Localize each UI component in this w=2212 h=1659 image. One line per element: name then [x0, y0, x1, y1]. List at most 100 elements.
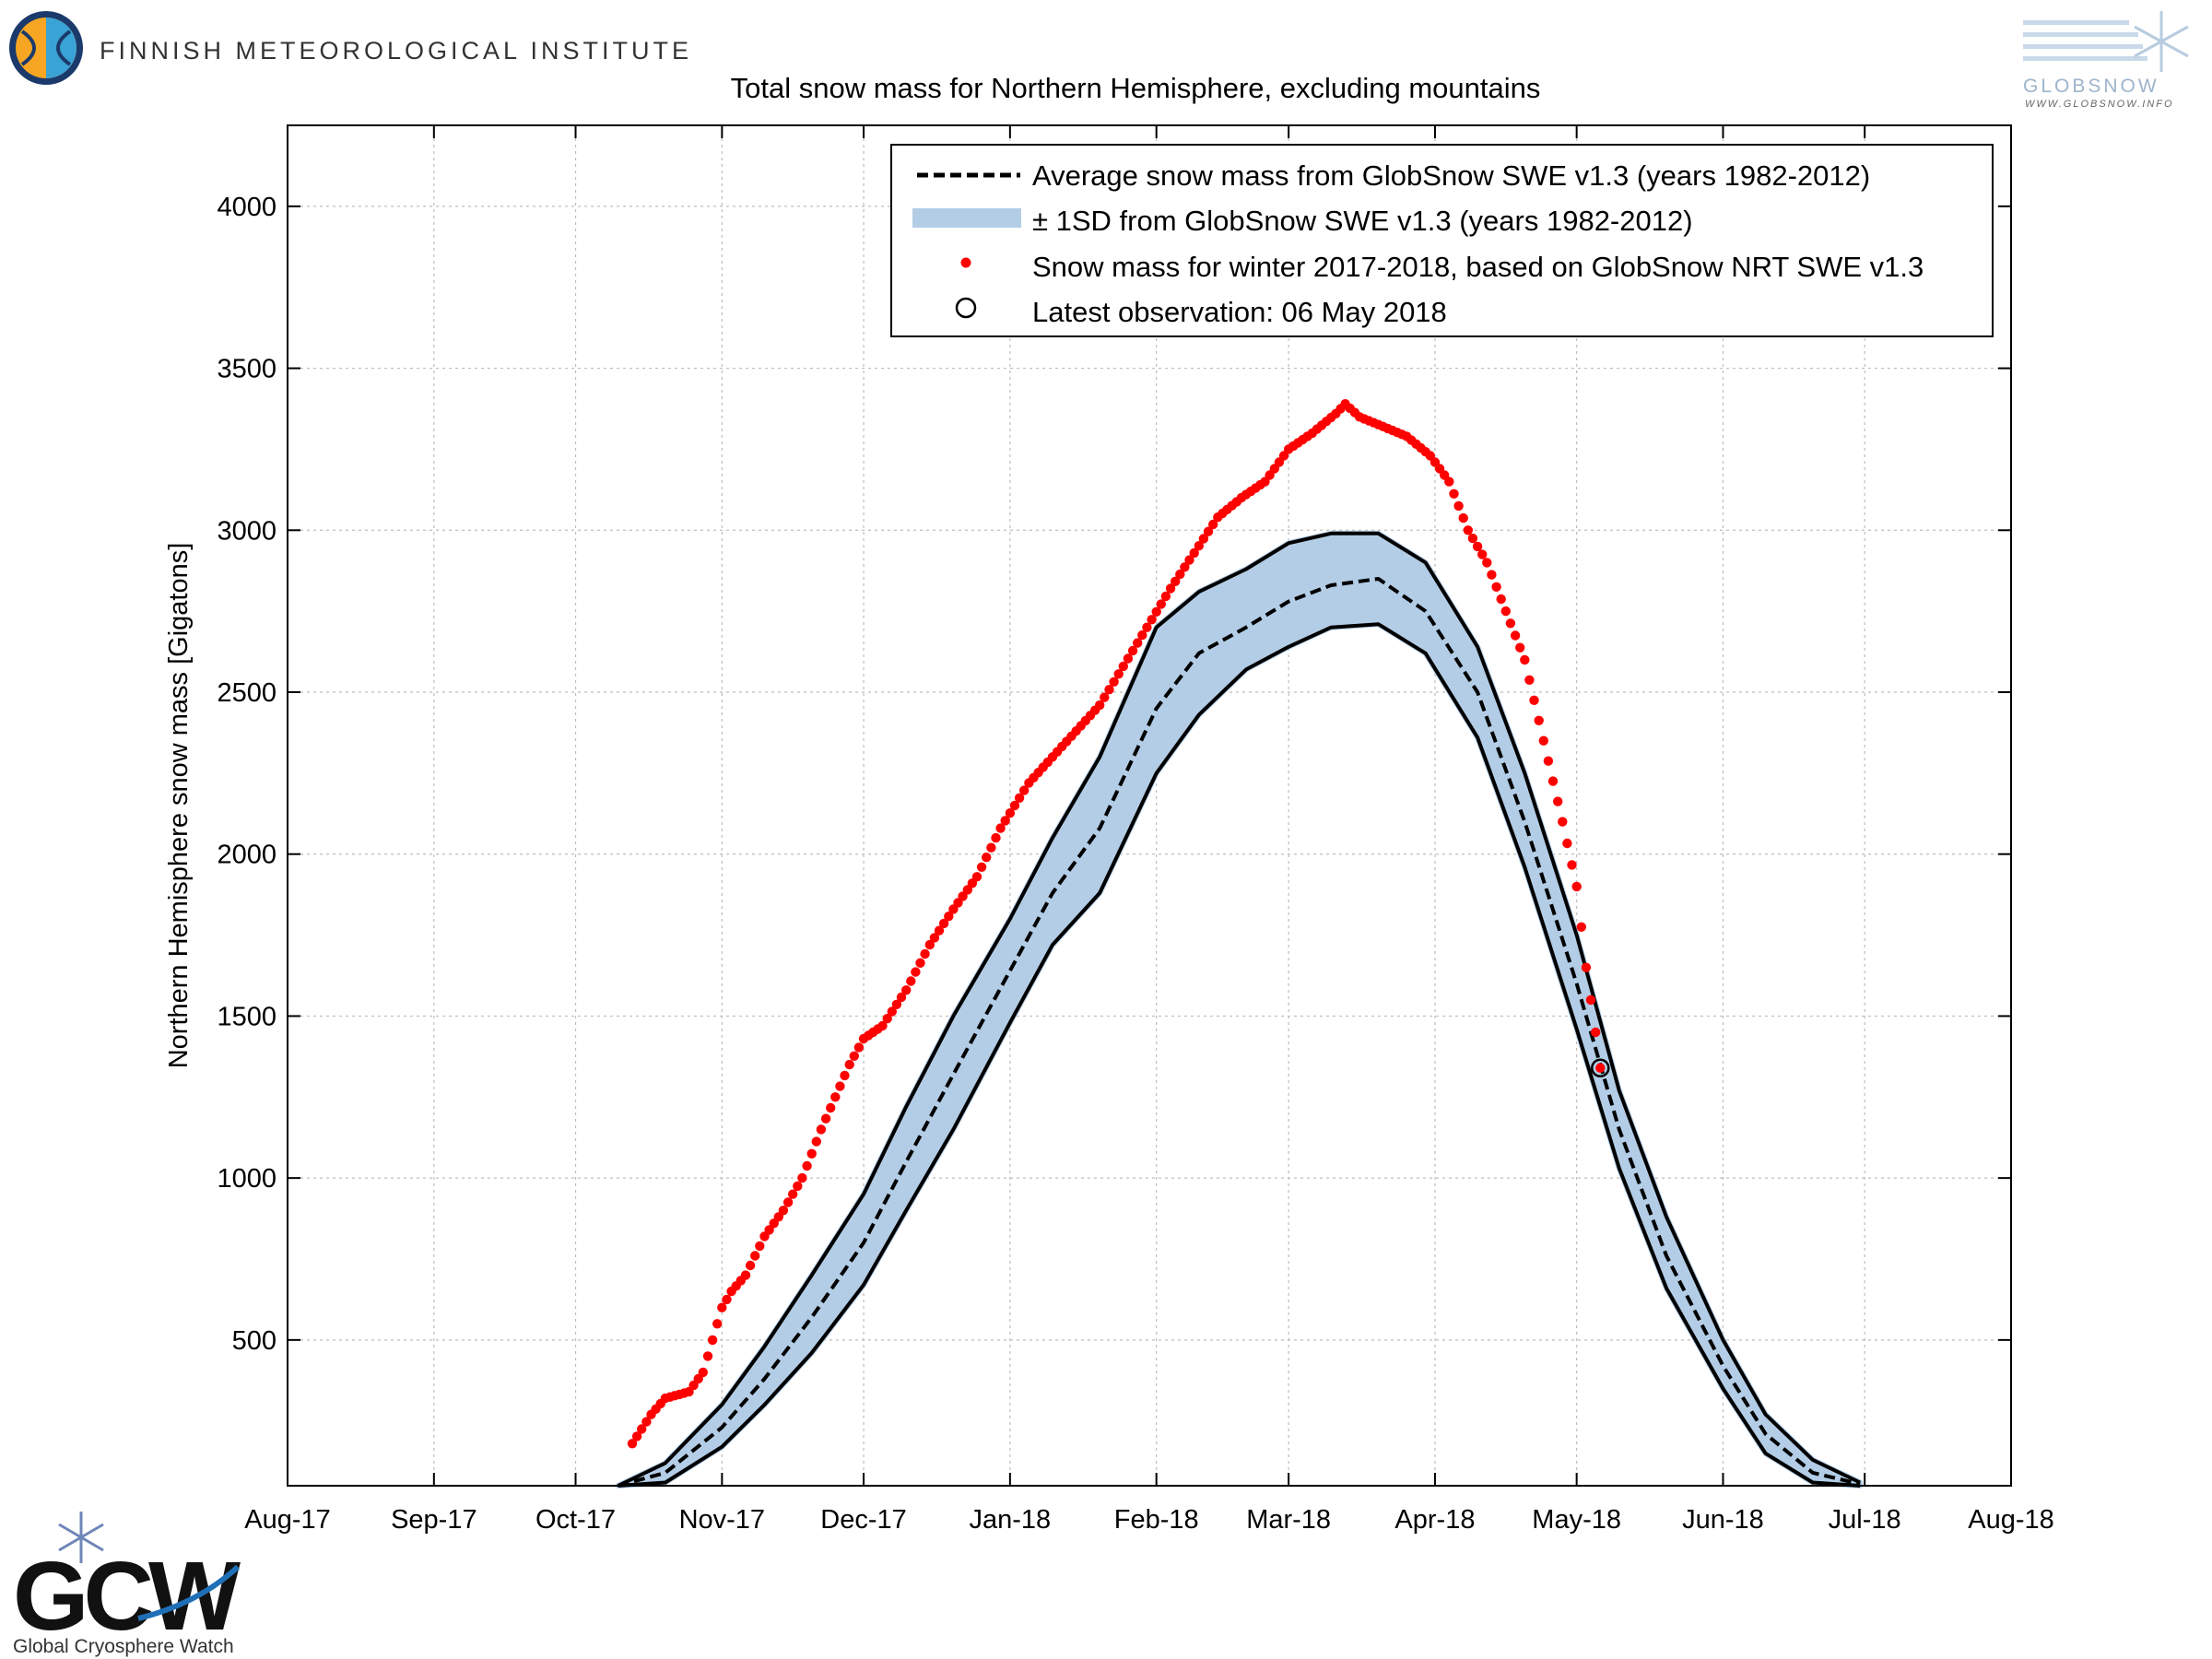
observed-point [1009, 800, 1020, 811]
observed-point [1500, 606, 1512, 617]
observed-point [1591, 1027, 1601, 1038]
observed-point [1553, 796, 1563, 806]
observed-point [1524, 675, 1535, 685]
observed-point [938, 918, 949, 929]
observed-point [1194, 541, 1205, 551]
observed-point [1171, 576, 1181, 586]
observed-point [641, 1417, 652, 1427]
snowflake-icon [2134, 11, 2189, 72]
observed-point [1463, 525, 1474, 535]
x-tick-label: May-18 [1532, 1505, 1621, 1535]
observed-point [915, 958, 925, 969]
observed-point [740, 1270, 751, 1280]
observed-point [793, 1181, 803, 1192]
observed-point [1019, 785, 1030, 795]
observed-point [1458, 512, 1468, 524]
legend-swatch-dots [960, 257, 971, 268]
upper-sd-line [617, 531, 1861, 1488]
observed-point [1585, 994, 1596, 1006]
y-tick-label: 1500 [217, 1002, 276, 1031]
observed-point [1137, 629, 1147, 641]
observed-point [1496, 594, 1506, 605]
y-tick-label: 2000 [217, 841, 276, 870]
gcw-logo-text: GCW [13, 1542, 241, 1651]
observed-point [906, 976, 916, 986]
lower-sd-line [618, 622, 1861, 1488]
legend-box [890, 144, 1994, 337]
observed-point [1453, 500, 1464, 512]
observed-point [1520, 654, 1530, 665]
legend-swatch-band [912, 208, 1021, 228]
observed-point [712, 1319, 723, 1329]
institute-name: FINNISH METEOROLOGICAL INSTITUTE [100, 37, 692, 65]
observed-point [1198, 534, 1209, 544]
x-tick-label: Apr-18 [1394, 1505, 1475, 1535]
observed-point [637, 1424, 647, 1434]
observed-point [778, 1206, 789, 1216]
average-line [618, 577, 1861, 1488]
observed-point [1118, 661, 1129, 672]
legend: Average snow mass from GlobSnow SWE v1.3… [890, 144, 1994, 337]
axis-ticks: 500 1000 1500 2000 2500 3000 3500 4000 Aug-17 Sep… [217, 125, 2054, 1535]
observed-point [896, 992, 907, 1003]
observed-point [929, 933, 940, 943]
observed-point [830, 1092, 841, 1102]
observed-point [1543, 756, 1554, 766]
observed-point [1165, 583, 1176, 594]
legend-label-dots: Snow mass for winter 2017-2018, based on… [1032, 251, 1924, 283]
plot-frame [287, 124, 2012, 1487]
x-tick-label: Mar-18 [1246, 1505, 1331, 1535]
observed-point [1558, 817, 1568, 827]
observed-point [1208, 519, 1218, 530]
observed-point [911, 967, 921, 977]
latest-observation-marker [1591, 1058, 1610, 1077]
observed-point [976, 862, 987, 872]
observed-point [1127, 645, 1138, 656]
x-tick-label: Jan-18 [970, 1505, 1052, 1535]
observed-point [1100, 692, 1110, 702]
observed-point [1576, 922, 1587, 932]
observed-point [853, 1042, 865, 1053]
globsnow-url: WWW.GLOBSNOW.INFO [2025, 99, 2174, 110]
gcw-logo: GCW Global Cryosphere Watch [13, 1512, 246, 1657]
observed-point [1444, 477, 1454, 487]
x-tick-label: Jul-18 [1829, 1505, 1901, 1535]
observed-point [826, 1102, 836, 1113]
observed-point [1005, 808, 1016, 818]
observed-point [1547, 776, 1559, 786]
observed-point [882, 1014, 892, 1024]
observed-point [1123, 653, 1134, 664]
observed-point [1000, 816, 1010, 826]
observed-point [840, 1070, 850, 1081]
gcw-snowflake-icon [58, 1512, 104, 1563]
observed-point [702, 1351, 713, 1361]
y-axis-label: Northern Hemisphere snow mass [Gigatons] [164, 543, 194, 1069]
observed-point [627, 1439, 638, 1449]
observed-point [1151, 606, 1161, 617]
observed-point [1189, 547, 1199, 559]
observed-point [1142, 622, 1152, 632]
x-tick-label: Jun-18 [1682, 1505, 1764, 1535]
observed-point [698, 1367, 708, 1378]
chart-title: Total snow mass for Northern Hemisphere,… [731, 72, 1541, 104]
observed-point [1203, 526, 1214, 536]
x-tick-label: Aug-17 [244, 1505, 331, 1535]
observed-point [1147, 615, 1157, 625]
x-tick-label: Sep-17 [391, 1505, 477, 1535]
observed-point [1477, 549, 1488, 559]
observed-point [816, 1124, 827, 1135]
observed-point [1156, 599, 1167, 609]
observed-point [887, 1006, 897, 1017]
x-tick-label: Oct-17 [535, 1505, 616, 1535]
observed-point [1595, 1063, 1606, 1073]
gcw-subtitle: Global Cryosphere Watch [13, 1636, 234, 1657]
x-tick-label: Aug-18 [1968, 1505, 2054, 1535]
observed-point [750, 1251, 760, 1261]
observed-point [722, 1294, 732, 1305]
observed-point [811, 1136, 821, 1147]
observed-point [1529, 695, 1539, 705]
observed-point [1482, 558, 1492, 568]
y-tick-label: 2500 [217, 678, 276, 708]
y-tick-label: 500 [232, 1326, 276, 1356]
observed-point [717, 1302, 727, 1312]
